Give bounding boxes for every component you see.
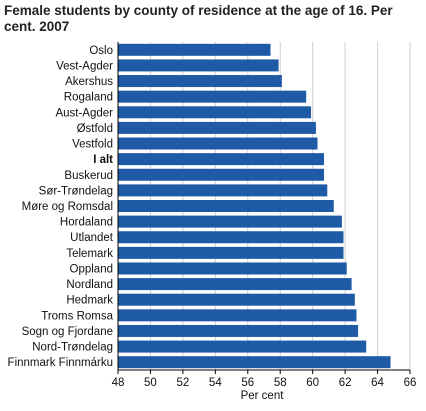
category-label: Hedmark xyxy=(66,295,113,307)
category-label: Telemark xyxy=(66,248,113,260)
category-label: Oslo xyxy=(89,45,113,57)
bar xyxy=(118,200,334,212)
bar xyxy=(118,153,325,166)
category-label: Vestfold xyxy=(72,139,113,151)
category-label: Hordaland xyxy=(60,217,113,229)
category-label: Østfold xyxy=(77,123,113,135)
category-label: Møre og Romsdal xyxy=(22,201,113,213)
category-label: Troms Romsa xyxy=(41,310,113,322)
bar xyxy=(118,121,316,134)
x-tick-label: 64 xyxy=(371,377,384,389)
category-label: I alt xyxy=(93,154,113,166)
x-tick-label: 60 xyxy=(306,377,319,389)
category-label: Sogn og Fjordane xyxy=(22,326,113,338)
bar xyxy=(118,262,347,275)
x-tick-label: 52 xyxy=(176,377,189,389)
x-tick-label: 58 xyxy=(274,377,287,389)
bar xyxy=(118,90,307,103)
bar xyxy=(118,106,312,119)
category-label: Sør-Trøndelag xyxy=(39,185,113,197)
bar xyxy=(118,324,359,337)
category-label: Rogaland xyxy=(64,92,113,104)
bar xyxy=(118,43,271,56)
x-tick-label: 66 xyxy=(404,377,417,389)
x-tick-label: 54 xyxy=(209,377,222,389)
bar xyxy=(118,184,328,197)
bar xyxy=(118,340,367,353)
category-label: Oppland xyxy=(70,263,113,275)
bar xyxy=(118,278,352,291)
category-label: Vest-Agder xyxy=(56,60,113,72)
bar xyxy=(118,246,344,259)
x-tick-label: 56 xyxy=(241,377,254,389)
x-tick-label: 48 xyxy=(112,377,125,389)
x-tick-label: 62 xyxy=(339,377,352,389)
chart-title: Female students by county of residence a… xyxy=(4,3,393,34)
x-tick-label: 50 xyxy=(144,377,157,389)
category-label: Akershus xyxy=(65,76,113,88)
category-label: Buskerud xyxy=(64,170,113,182)
bar xyxy=(118,168,325,181)
bar xyxy=(118,215,342,228)
bar xyxy=(118,309,357,322)
category-label: Finnmark Finnmárku xyxy=(8,357,113,369)
category-label: Utlandet xyxy=(70,232,114,244)
bar xyxy=(118,356,391,369)
bar xyxy=(118,137,318,150)
bar xyxy=(118,293,355,306)
category-label: Aust-Agder xyxy=(55,107,113,119)
bar xyxy=(118,231,344,244)
bar xyxy=(118,59,279,72)
x-axis-title: Per cent xyxy=(241,390,285,402)
category-label: Nord-Trøndelag xyxy=(32,342,113,354)
bar xyxy=(118,75,282,88)
category-label: Nordland xyxy=(66,279,113,291)
